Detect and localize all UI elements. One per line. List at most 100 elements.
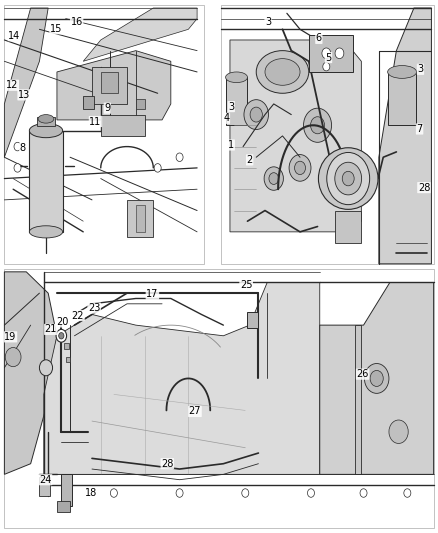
- Circle shape: [389, 420, 408, 443]
- FancyBboxPatch shape: [64, 343, 69, 349]
- FancyBboxPatch shape: [247, 312, 258, 328]
- Text: 22: 22: [72, 311, 84, 320]
- Text: 3: 3: [265, 18, 271, 27]
- FancyBboxPatch shape: [226, 77, 247, 125]
- Text: 5: 5: [325, 53, 332, 62]
- Text: 3: 3: [228, 102, 234, 111]
- Polygon shape: [320, 282, 434, 474]
- FancyBboxPatch shape: [221, 5, 434, 264]
- FancyBboxPatch shape: [136, 99, 145, 109]
- Ellipse shape: [388, 66, 417, 78]
- Ellipse shape: [29, 226, 63, 238]
- Circle shape: [39, 360, 53, 376]
- Text: 3: 3: [417, 64, 424, 74]
- Circle shape: [335, 48, 344, 59]
- Circle shape: [250, 107, 262, 122]
- Text: 7: 7: [417, 124, 423, 134]
- Circle shape: [304, 108, 332, 142]
- Text: 2: 2: [247, 155, 253, 165]
- Ellipse shape: [256, 51, 309, 93]
- Ellipse shape: [38, 115, 54, 123]
- Circle shape: [110, 489, 117, 497]
- FancyBboxPatch shape: [61, 474, 72, 506]
- FancyBboxPatch shape: [4, 5, 204, 264]
- FancyBboxPatch shape: [136, 205, 145, 232]
- Circle shape: [322, 48, 331, 59]
- FancyBboxPatch shape: [66, 357, 70, 362]
- FancyBboxPatch shape: [4, 269, 434, 528]
- Text: 16: 16: [71, 18, 83, 27]
- Text: 15: 15: [50, 24, 62, 34]
- Ellipse shape: [29, 124, 63, 138]
- Polygon shape: [83, 8, 197, 61]
- Text: 19: 19: [4, 332, 17, 342]
- Circle shape: [311, 117, 325, 134]
- Text: 9: 9: [104, 103, 110, 113]
- Text: 21: 21: [45, 325, 57, 334]
- Text: 14: 14: [8, 31, 21, 41]
- Circle shape: [56, 329, 67, 342]
- Text: 27: 27: [189, 407, 201, 416]
- Text: 17: 17: [146, 289, 159, 299]
- Text: 28: 28: [418, 183, 430, 192]
- FancyBboxPatch shape: [92, 67, 127, 104]
- Text: 4: 4: [223, 114, 230, 123]
- Circle shape: [364, 364, 389, 393]
- Circle shape: [342, 171, 354, 186]
- Circle shape: [360, 489, 367, 497]
- Text: 28: 28: [161, 459, 173, 469]
- Polygon shape: [57, 51, 171, 120]
- FancyBboxPatch shape: [57, 501, 70, 512]
- Polygon shape: [4, 8, 48, 157]
- Polygon shape: [44, 282, 320, 474]
- Text: 6: 6: [316, 34, 322, 43]
- FancyBboxPatch shape: [388, 72, 416, 125]
- Circle shape: [307, 489, 314, 497]
- Circle shape: [264, 167, 283, 190]
- FancyBboxPatch shape: [127, 200, 153, 237]
- Polygon shape: [379, 8, 431, 264]
- FancyBboxPatch shape: [29, 131, 63, 232]
- Text: 23: 23: [88, 303, 100, 313]
- Circle shape: [323, 62, 330, 71]
- Circle shape: [14, 164, 21, 172]
- Text: 18: 18: [85, 488, 97, 498]
- Text: 13: 13: [18, 90, 30, 100]
- Circle shape: [370, 370, 383, 386]
- FancyBboxPatch shape: [335, 211, 361, 243]
- Text: 25: 25: [240, 280, 252, 290]
- Circle shape: [335, 162, 362, 195]
- Text: 1: 1: [228, 140, 234, 150]
- Text: 24: 24: [39, 475, 52, 484]
- Circle shape: [59, 333, 64, 339]
- FancyBboxPatch shape: [83, 96, 94, 109]
- Text: 12: 12: [6, 80, 18, 90]
- FancyBboxPatch shape: [37, 117, 55, 126]
- FancyBboxPatch shape: [101, 72, 118, 93]
- FancyBboxPatch shape: [101, 115, 145, 136]
- FancyBboxPatch shape: [309, 35, 353, 72]
- Ellipse shape: [265, 59, 300, 85]
- Circle shape: [244, 100, 268, 130]
- Circle shape: [269, 173, 279, 184]
- Text: 26: 26: [357, 369, 369, 379]
- Polygon shape: [4, 272, 57, 474]
- Circle shape: [404, 489, 411, 497]
- Text: 11: 11: [89, 117, 102, 126]
- Circle shape: [176, 489, 183, 497]
- Circle shape: [5, 348, 21, 367]
- Circle shape: [14, 142, 21, 151]
- Circle shape: [154, 164, 161, 172]
- Circle shape: [289, 155, 311, 181]
- FancyBboxPatch shape: [355, 325, 361, 474]
- FancyBboxPatch shape: [39, 477, 50, 496]
- Text: 8: 8: [20, 143, 26, 153]
- Circle shape: [327, 152, 370, 205]
- Circle shape: [242, 489, 249, 497]
- Ellipse shape: [318, 148, 378, 209]
- Ellipse shape: [226, 72, 247, 83]
- Circle shape: [294, 161, 306, 175]
- Polygon shape: [230, 40, 361, 232]
- Text: 20: 20: [57, 317, 69, 327]
- Circle shape: [176, 153, 183, 161]
